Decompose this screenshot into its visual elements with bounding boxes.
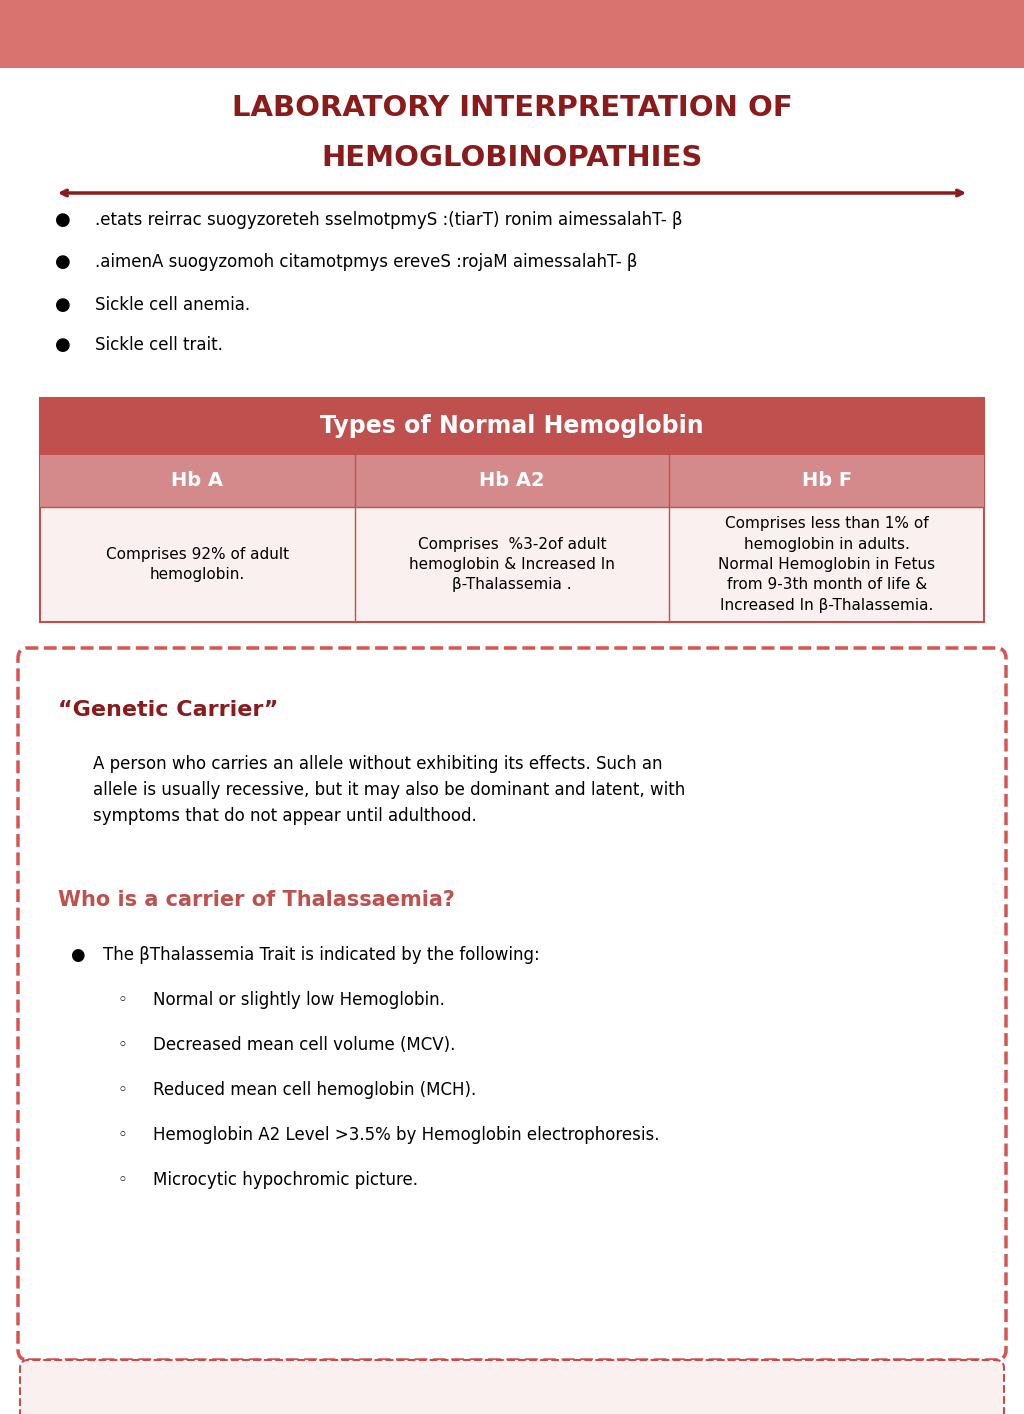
Bar: [40, 397, 984, 455]
Bar: [0, 0, 1024, 68]
FancyBboxPatch shape: [20, 1360, 1004, 1414]
Text: A person who carries an allele without exhibiting its effects. Such an
allele is: A person who carries an allele without e…: [93, 755, 685, 826]
Text: ◦: ◦: [118, 1126, 128, 1144]
Text: ●: ●: [55, 253, 71, 271]
Text: HEMOGLOBINOPATHIES: HEMOGLOBINOPATHIES: [322, 144, 702, 173]
Text: The βThalassemia Trait is indicated by the following:: The βThalassemia Trait is indicated by t…: [103, 946, 540, 964]
Text: Hb A2: Hb A2: [479, 471, 545, 491]
Text: Decreased mean cell volume (MCV).: Decreased mean cell volume (MCV).: [153, 1036, 456, 1053]
Text: Sickle cell anemia.: Sickle cell anemia.: [95, 296, 250, 314]
Text: “Genetic Carrier”: “Genetic Carrier”: [58, 700, 279, 720]
Text: ●: ●: [55, 211, 71, 229]
Text: ◦: ◦: [118, 1171, 128, 1189]
Text: Types of Normal Hemoglobin: Types of Normal Hemoglobin: [321, 414, 703, 438]
Text: ◦: ◦: [118, 991, 128, 1010]
Text: .aimenA suogyzomoh citamotpmys ereveS :rojaM aimessalahT- β: .aimenA suogyzomoh citamotpmys ereveS :r…: [95, 253, 638, 271]
Text: ●: ●: [55, 337, 71, 354]
Text: ◦: ◦: [118, 1080, 128, 1099]
Text: Hb F: Hb F: [802, 471, 852, 491]
Bar: [40, 397, 984, 622]
Text: Sickle cell trait.: Sickle cell trait.: [95, 337, 223, 354]
Text: Normal or slightly low Hemoglobin.: Normal or slightly low Hemoglobin.: [153, 991, 444, 1010]
Text: Who is a carrier of Thalassaemia?: Who is a carrier of Thalassaemia?: [58, 889, 455, 911]
FancyBboxPatch shape: [18, 648, 1006, 1360]
Text: LABORATORY INTERPRETATION OF: LABORATORY INTERPRETATION OF: [231, 93, 793, 122]
Text: .etats reirrac suogyzoreteh sselmotpmyS :(tiarT) ronim aimessalahT- β: .etats reirrac suogyzoreteh sselmotpmyS …: [95, 211, 683, 229]
Text: Microcytic hypochromic picture.: Microcytic hypochromic picture.: [153, 1171, 418, 1189]
Text: ◦: ◦: [118, 1036, 128, 1053]
Text: Hb A: Hb A: [171, 471, 223, 491]
Bar: [40, 455, 984, 508]
Text: Comprises less than 1% of
hemoglobin in adults.
Normal Hemoglobin in Fetus
from : Comprises less than 1% of hemoglobin in …: [718, 516, 935, 612]
Text: ●: ●: [70, 946, 85, 964]
Text: Hemoglobin A2 Level >3.5% by Hemoglobin electrophoresis.: Hemoglobin A2 Level >3.5% by Hemoglobin …: [153, 1126, 659, 1144]
Text: ●: ●: [55, 296, 71, 314]
Text: Reduced mean cell hemoglobin (MCH).: Reduced mean cell hemoglobin (MCH).: [153, 1080, 476, 1099]
Text: Comprises  %3-2of adult
hemoglobin & Increased In
β-Thalassemia .: Comprises %3-2of adult hemoglobin & Incr…: [409, 536, 615, 592]
Text: Comprises 92% of adult
hemoglobin.: Comprises 92% of adult hemoglobin.: [105, 547, 289, 583]
